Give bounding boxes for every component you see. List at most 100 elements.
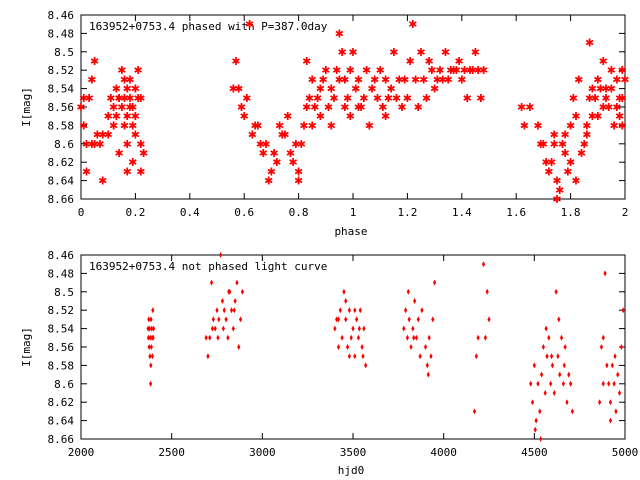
data-point: ✱ [441, 46, 450, 59]
data-point: ✱ [555, 184, 564, 197]
data-point [149, 344, 153, 350]
data-point: ✱ [125, 92, 134, 105]
phased-light-curve-panel: 163952+0753.4 phased with P=387.0day pha… [20, 9, 630, 238]
data-point [616, 371, 620, 378]
data-point [232, 307, 236, 314]
data-point: ✱ [114, 92, 123, 105]
y-tick-label: 8.46 [48, 249, 75, 262]
data-point: ✱ [134, 64, 143, 77]
x-tick-label: 0.2 [125, 206, 145, 219]
x-tick-label: 1.2 [397, 206, 417, 219]
data-point: ✱ [533, 119, 542, 132]
data-point [533, 426, 537, 433]
x-tick-label: 5000 [612, 446, 639, 459]
data-point [356, 334, 361, 341]
data-point [569, 380, 573, 387]
data-point: ✱ [87, 138, 96, 151]
y-tick-label: 8.54 [48, 83, 75, 96]
data-point [336, 316, 341, 323]
data-point: ✱ [351, 83, 360, 96]
data-point: ✱ [308, 73, 317, 86]
data-point: ✱ [106, 92, 115, 105]
data-point: ✱ [95, 138, 104, 151]
data-point [433, 279, 437, 286]
data-point: ✱ [414, 101, 423, 114]
y-tick-label: 8.56 [48, 341, 75, 354]
data-point [487, 316, 491, 323]
data-point [481, 261, 486, 268]
data-point [217, 316, 221, 323]
data-point: ✱ [444, 73, 453, 86]
data-point: ✱ [85, 92, 94, 105]
data-point [222, 307, 226, 314]
data-point [361, 353, 365, 360]
data-point: ✱ [590, 92, 599, 105]
y-tick-label: 8.46 [48, 9, 75, 22]
data-point [536, 380, 540, 387]
data-point: ✱ [340, 101, 349, 114]
data-point: ✱ [354, 101, 363, 114]
data-point: ✱ [588, 110, 597, 123]
data-point [204, 334, 208, 341]
data-point [532, 362, 536, 369]
x-tick-label: 4000 [430, 446, 457, 459]
chart-title: 163952+0753.4 not phased light curve [89, 260, 327, 273]
data-point [552, 390, 556, 396]
data-point [216, 334, 220, 341]
data-point: ✱ [359, 92, 368, 105]
data-point: ✱ [275, 119, 284, 132]
data-point [151, 334, 155, 341]
data-point: ✱ [283, 110, 292, 123]
data-point: ✱ [237, 101, 246, 114]
data-point: ✱ [367, 83, 376, 96]
y-tick-label: 8.62 [48, 396, 75, 409]
data-point [550, 362, 555, 369]
data-point [607, 380, 611, 387]
data-point: ✱ [117, 64, 126, 77]
data-point [231, 325, 235, 332]
data-point [364, 362, 368, 369]
data-point [215, 307, 219, 314]
data-point: ✱ [261, 138, 270, 151]
data-point [429, 353, 433, 360]
data-point: ✱ [384, 92, 393, 105]
data-point: ✱ [612, 73, 621, 86]
data-point [345, 344, 350, 350]
data-point [549, 380, 553, 387]
data-point [235, 279, 239, 286]
data-point: ✱ [474, 64, 483, 77]
data-points [146, 252, 625, 442]
data-point: ✱ [335, 73, 344, 86]
data-point: ✱ [256, 138, 265, 151]
data-point: ✱ [123, 110, 132, 123]
data-point: ✱ [435, 64, 444, 77]
data-point [608, 399, 613, 406]
y-tick-label: 8.64 [48, 175, 75, 188]
data-point [539, 371, 544, 378]
data-point [431, 316, 435, 323]
data-point [534, 417, 538, 424]
data-point: ✱ [406, 55, 415, 68]
data-point [559, 334, 564, 341]
data-point [147, 325, 152, 332]
y-tick-label: 8.6 [54, 378, 74, 391]
y-tick-label: 8.64 [48, 415, 75, 428]
x-tick-label: 1.4 [452, 206, 472, 219]
data-point [562, 362, 566, 369]
data-point [219, 252, 223, 258]
data-point: ✱ [539, 138, 548, 151]
data-point: ✱ [278, 129, 287, 142]
data-point: ✱ [552, 193, 561, 206]
data-point: ✱ [305, 92, 314, 105]
data-point: ✱ [324, 101, 333, 114]
data-point [601, 334, 605, 341]
data-point [344, 298, 348, 304]
data-point: ✱ [294, 165, 303, 178]
data-point [411, 325, 415, 332]
data-point [210, 325, 215, 332]
data-point: ✱ [98, 129, 107, 142]
data-point: ✱ [392, 92, 401, 105]
data-point [353, 353, 357, 360]
data-point [547, 334, 551, 341]
